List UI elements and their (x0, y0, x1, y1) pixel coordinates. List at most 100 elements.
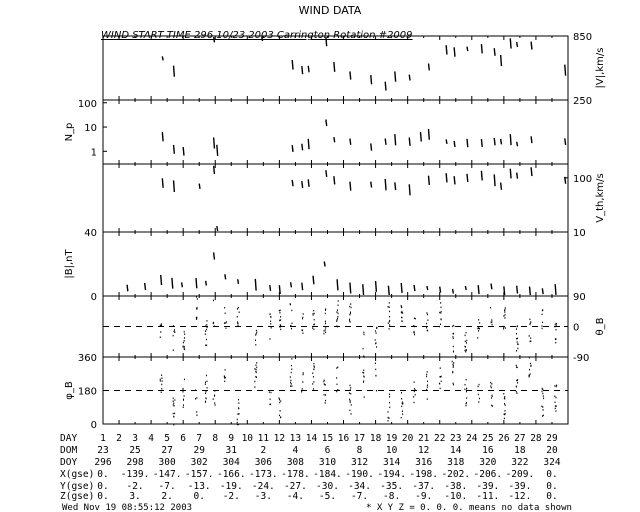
data-point (301, 390, 303, 393)
table-cell-doy: 320 (479, 457, 496, 468)
data-point (555, 341, 557, 344)
data-point (254, 278, 257, 291)
data-point (171, 277, 174, 289)
data-point (427, 175, 430, 185)
data-point (466, 397, 468, 399)
data-point (289, 303, 291, 306)
data-point (313, 366, 315, 368)
table-cell-dom: 2 (260, 445, 266, 456)
data-point (290, 381, 292, 384)
data-point (206, 324, 208, 326)
data-point (555, 385, 557, 388)
data-point (280, 319, 282, 321)
data-point (173, 402, 175, 404)
table-cell-x-gse: -206. (474, 469, 503, 480)
data-point (325, 119, 328, 127)
data-point (515, 390, 517, 393)
data-point (336, 390, 338, 393)
data-point (302, 313, 304, 315)
data-point (302, 332, 304, 334)
data-point (270, 403, 272, 406)
data-point (362, 371, 364, 374)
data-point (477, 385, 479, 388)
data-point (204, 280, 208, 286)
data-point (173, 415, 175, 418)
data-point (465, 331, 467, 334)
data-point (426, 371, 428, 373)
data-point (313, 318, 315, 321)
data-point (172, 349, 174, 351)
table-cell-doy: 300 (159, 457, 176, 468)
table-cell-y-gse: -37. (412, 481, 435, 492)
data-point (528, 286, 532, 296)
data-point (516, 379, 518, 382)
data-point (224, 307, 226, 309)
data-point (312, 372, 314, 374)
data-point (466, 339, 468, 342)
data-point (278, 414, 280, 417)
data-point (224, 312, 226, 315)
data-point (370, 75, 373, 85)
data-point (313, 368, 315, 370)
table-cell-day: 19 (386, 433, 398, 444)
data-point (349, 305, 351, 308)
data-point (324, 320, 326, 323)
data-point (542, 388, 544, 391)
y-tick-label: 250 (573, 96, 592, 107)
table-cell-x-gse: 0. (97, 469, 108, 480)
data-point (337, 366, 339, 369)
data-point (387, 419, 389, 422)
data-point (464, 345, 466, 348)
data-point (323, 261, 326, 267)
table-cell-doy: 310 (319, 457, 336, 468)
table-cell-day: 2 (116, 433, 122, 444)
data-point (325, 399, 327, 402)
table-cell-x-gse: -184. (313, 469, 342, 480)
data-point (388, 417, 390, 419)
data-point (504, 412, 506, 415)
data-point (478, 319, 480, 321)
data-point (161, 388, 163, 390)
data-point (439, 376, 441, 378)
data-point (389, 401, 391, 404)
data-point (160, 331, 162, 333)
data-point (503, 286, 506, 296)
y-tick-label: 100 (78, 99, 97, 110)
data-point (408, 184, 411, 196)
data-point (325, 327, 327, 329)
data-point (439, 311, 441, 314)
data-point (389, 319, 391, 322)
data-point (307, 138, 310, 150)
data-point (452, 325, 454, 328)
data-point (182, 388, 184, 391)
data-point (464, 388, 466, 391)
data-point (255, 333, 257, 335)
table-cell-dom: 8 (357, 445, 363, 456)
table-cell-z-gse: -8. (383, 491, 400, 502)
table-cell-x-gse: -198. (409, 469, 438, 480)
data-point (323, 393, 325, 396)
data-point (255, 368, 257, 371)
data-point (280, 416, 282, 418)
data-point (517, 343, 519, 345)
data-point (401, 398, 403, 400)
data-point (204, 381, 206, 384)
data-point (291, 309, 293, 312)
data-point (290, 379, 292, 382)
panel-frame (102, 35, 569, 101)
data-point (237, 324, 239, 326)
data-point (337, 325, 339, 328)
data-point (387, 285, 390, 296)
data-point (401, 401, 403, 403)
data-point (312, 327, 314, 329)
data-point (530, 167, 533, 177)
data-point (362, 347, 364, 350)
panel-frame (102, 163, 569, 233)
table-cell-dom: 14 (450, 445, 462, 456)
table-cell-day: 8 (212, 433, 218, 444)
table-cell-doy: 312 (351, 457, 368, 468)
data-point (509, 168, 512, 179)
data-point (312, 275, 315, 285)
data-point (212, 165, 216, 175)
data-point (280, 400, 282, 402)
